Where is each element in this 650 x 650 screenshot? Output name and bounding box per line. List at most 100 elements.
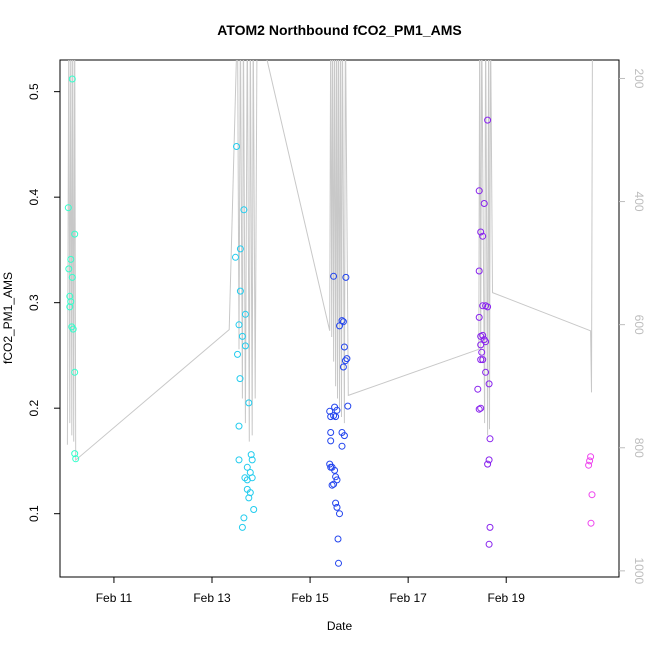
data-point	[328, 481, 336, 489]
data-point	[475, 187, 483, 195]
data-point	[235, 456, 243, 464]
data-point	[68, 273, 76, 281]
data-point	[475, 313, 483, 321]
data-point	[340, 432, 348, 440]
data-point	[333, 476, 341, 484]
y-tick-label: 0.3	[27, 294, 41, 311]
data-point	[330, 272, 338, 280]
data-point	[240, 514, 248, 522]
data-points-layer	[64, 75, 596, 567]
data-point	[341, 357, 349, 365]
data-point	[344, 402, 352, 410]
data-point	[475, 267, 483, 275]
y-tick-label: 0.4	[27, 188, 41, 205]
data-point	[327, 413, 335, 421]
data-point	[479, 356, 487, 364]
data-point	[326, 407, 334, 415]
data-point	[485, 456, 493, 464]
data-point	[327, 429, 335, 436]
data-point	[68, 75, 76, 83]
plot-frame	[59, 59, 620, 578]
data-point	[339, 318, 347, 326]
data-point	[238, 332, 246, 340]
data-point	[335, 559, 342, 567]
data-point	[474, 385, 482, 393]
x-tick-label: Feb 11	[96, 591, 133, 605]
data-point	[330, 480, 338, 488]
data-point	[475, 405, 483, 413]
data-point	[69, 325, 77, 333]
x-tick-label: Feb 19	[488, 591, 526, 605]
data-point	[235, 321, 243, 329]
right-tick-label: 600	[632, 315, 646, 335]
data-point	[485, 540, 493, 548]
data-point	[234, 350, 241, 358]
data-point	[72, 455, 80, 463]
data-point	[587, 519, 595, 527]
data-point	[64, 204, 72, 212]
data-point	[245, 494, 253, 502]
data-point	[477, 404, 485, 412]
y-axis-label: fCO2_PM1_AMS	[1, 272, 15, 364]
data-point	[71, 230, 79, 238]
data-point	[66, 303, 74, 311]
data-point	[248, 456, 256, 464]
y-tick-label: 0.2	[27, 400, 41, 417]
data-point	[245, 399, 253, 407]
data-point	[333, 503, 341, 511]
data-point	[485, 380, 493, 388]
data-point	[333, 406, 341, 414]
data-point	[238, 523, 246, 531]
data-point	[236, 287, 244, 295]
data-point	[336, 322, 343, 330]
data-point	[477, 356, 485, 364]
data-point	[67, 298, 75, 306]
altitude-line	[66, 60, 593, 462]
data-point	[235, 422, 243, 430]
y-tick-label: 0.1	[27, 505, 41, 522]
data-point	[486, 523, 494, 531]
data-point	[236, 375, 244, 383]
data-point	[477, 228, 485, 236]
data-point	[334, 535, 342, 543]
right-tick-label: 200	[632, 68, 646, 88]
data-point	[241, 342, 249, 350]
data-point	[586, 457, 594, 465]
x-tick-label: Feb 13	[193, 591, 231, 605]
data-point	[479, 302, 487, 310]
data-point	[587, 453, 595, 461]
data-point	[338, 442, 346, 450]
data-point	[247, 451, 255, 459]
data-point	[477, 341, 485, 349]
data-point	[233, 143, 240, 150]
data-point	[332, 413, 340, 421]
data-point	[332, 499, 340, 507]
data-point	[327, 463, 335, 471]
data-point	[248, 474, 256, 482]
data-point	[232, 253, 239, 261]
altitude-line-layer	[66, 60, 593, 462]
data-point	[67, 255, 75, 263]
data-point	[484, 460, 492, 468]
data-point	[66, 292, 74, 300]
x-axis-label: Date	[327, 619, 353, 633]
data-point	[327, 437, 335, 445]
right-tick-label: 400	[632, 192, 646, 212]
data-point	[240, 206, 248, 214]
data-point	[243, 463, 251, 471]
data-point	[479, 232, 487, 240]
data-point	[588, 491, 596, 499]
y-tick-label: 0.5	[27, 83, 41, 100]
data-point	[478, 348, 486, 356]
data-point	[339, 363, 347, 371]
data-point	[484, 303, 492, 311]
x-tick-label: Feb 17	[389, 591, 427, 605]
data-point	[342, 273, 350, 281]
data-point	[482, 368, 490, 376]
data-point	[236, 245, 244, 253]
data-point	[336, 510, 343, 518]
data-point	[486, 435, 494, 443]
right-axis: 200 400 600 800 1000	[619, 68, 646, 585]
data-point	[250, 506, 258, 513]
